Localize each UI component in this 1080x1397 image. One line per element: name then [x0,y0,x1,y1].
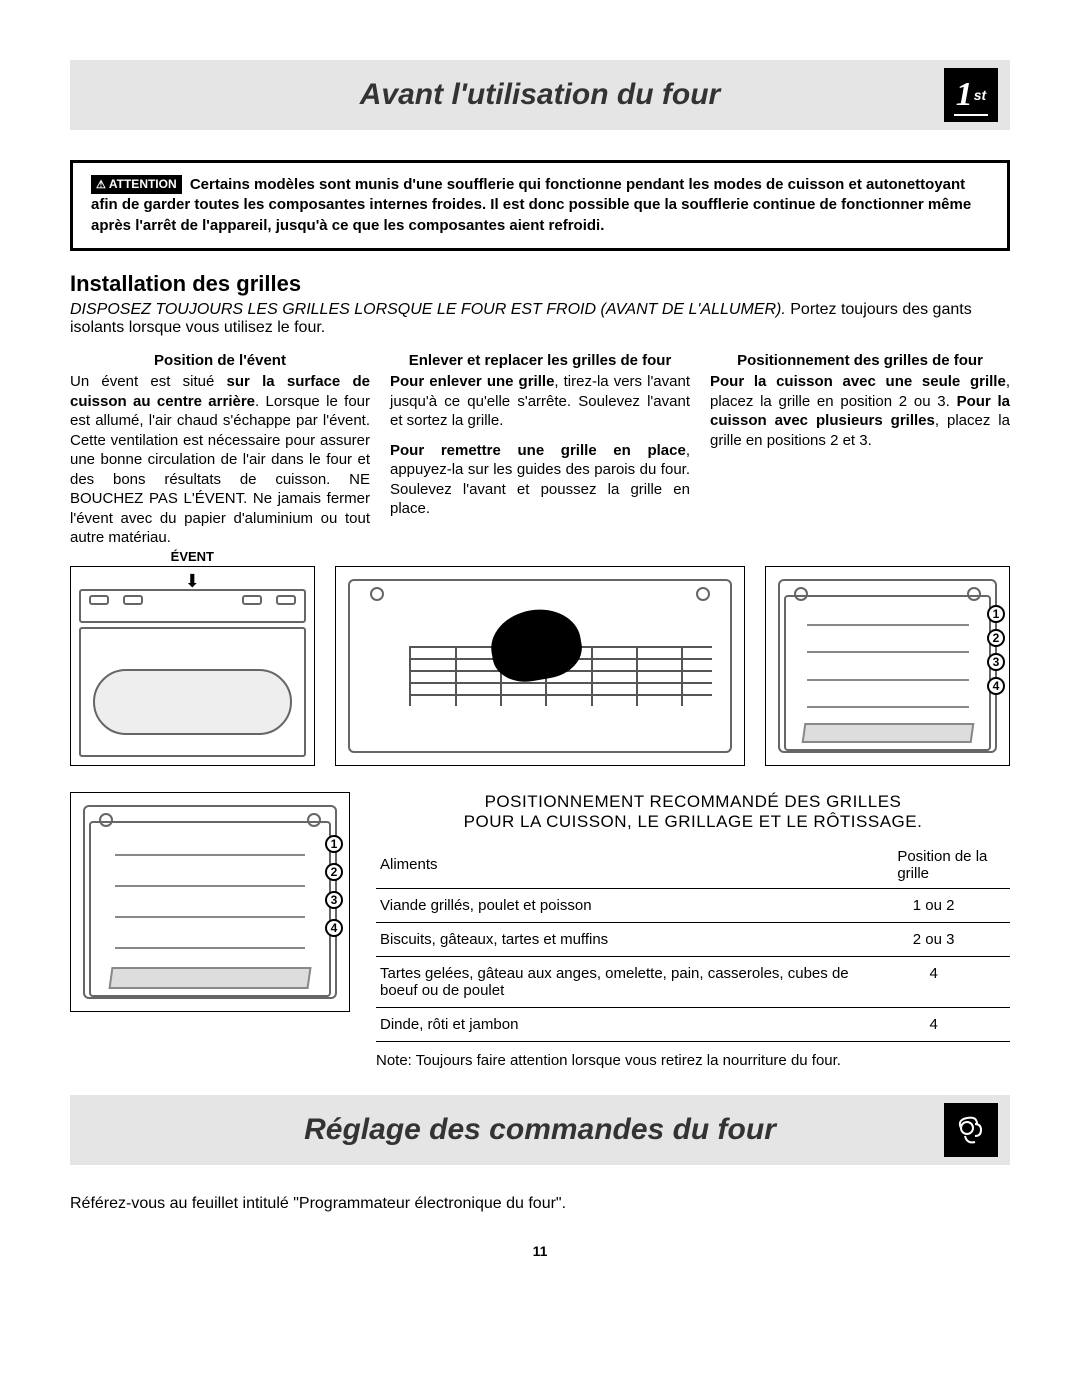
table-row: Viande grillés, poulet et poisson 1 ou 2 [376,888,1010,922]
rack-num-1: 1 [987,605,1005,623]
rack-num-4: 4 [325,919,343,937]
section1-title: Avant l'utilisation du four [360,78,720,112]
section2-ref-text: Référez-vous au feuillet intitulé "Progr… [70,1195,1010,1213]
figure-remove-rack [335,566,746,766]
stove-window [93,669,292,735]
rack-num-1: 1 [325,835,343,853]
oven-inner [784,595,991,751]
rack-num-3: 3 [987,653,1005,671]
table-title-line2: POUR LA CUISSON, LE GRILLAGE ET LE RÔTIS… [464,812,923,831]
rack-position-table: Aliments Position de la grille Viande gr… [376,842,1010,1042]
intro-italic: DISPOSEZ TOUJOURS LES GRILLES LORSQUE LE… [70,301,786,318]
col3-p1: Pour la cuisson avec une seule grille, p… [710,372,1010,450]
installation-heading: Installation des grilles [70,271,1010,297]
rack-guide [115,947,305,949]
attention-text: Certains modèles sont munis d'une souffl… [91,176,971,234]
page-number: 11 [70,1243,1010,1259]
cell-food: Viande grillés, poulet et poisson [376,888,857,922]
burner-icon [89,595,109,605]
attention-badge: ATTENTION [91,175,182,194]
figure-rack-positions-1: 1 2 3 4 [765,566,1010,766]
col2-heading: Enlever et replacer les grilles de four [390,351,690,371]
burner-icon [276,595,296,605]
rack-guide [115,854,305,856]
section2-title: Réglage des commandes du four [304,1113,776,1147]
rack-guide [115,916,305,918]
icon-st: st [974,87,986,103]
rack-guide [807,651,969,653]
oven-inner [89,821,331,997]
section1-title-band: Avant l'utilisation du four 1st [70,60,1010,130]
first-icon: 1st [944,68,998,122]
col1-heading: Position de l'évent [70,351,370,371]
figure-stove-vent: ÉVENT ⬇ [70,566,315,766]
rack-guide [807,624,969,626]
cell-food: Dinde, rôti et jambon [376,1007,857,1041]
col3-heading: Positionnement des grilles de four [710,351,1010,371]
th-position: Position de la grille [857,842,1010,889]
col2-p2: Pour remettre une grille en place, appuy… [390,441,690,519]
table-title-line1: POSITIONNEMENT RECOMMANDÉ DES GRILLES [485,792,902,811]
cell-pos: 2 ou 3 [857,922,1010,956]
col2-p1: Pour enlever une grille, tirez-la vers l… [390,372,690,431]
three-column-text: Position de l'évent Un évent est situé s… [70,351,1010,558]
col-remove-replace: Enlever et replacer les grilles de four … [390,351,690,558]
figure-row-1: ÉVENT ⬇ [70,566,1010,766]
col2-p2a: Pour remettre une grille en place [390,442,686,459]
table-title: POSITIONNEMENT RECOMMANDÉ DES GRILLES PO… [376,792,1010,832]
col3-p1a: Pour la cuisson avec une seule grille [710,373,1006,390]
hinge-icon [370,587,384,601]
oven-floor [108,967,311,989]
col2-p1a: Pour enlever une grille [390,373,554,390]
table-note: Note: Toujours faire attention lorsque v… [376,1052,1010,1069]
oven-floor [801,723,974,743]
cell-pos: 4 [857,1007,1010,1041]
burner-icon [123,595,143,605]
rack-guide [807,706,969,708]
icon-underline [954,114,988,116]
rack-num-3: 3 [325,891,343,909]
intro-line: DISPOSEZ TOUJOURS LES GRILLES LORSQUE LE… [70,301,1010,337]
section2-title-band: Réglage des commandes du four [70,1095,1010,1165]
rack-guide [115,885,305,887]
col1-p1c: . Lorsque le four est allumé, l'air chau… [70,393,370,547]
hinge-icon [696,587,710,601]
table-row: Dinde, rôti et jambon 4 [376,1007,1010,1041]
th-food: Aliments [376,842,857,889]
rack-num-2: 2 [325,863,343,881]
table-row: Tartes gelées, gâteau aux anges, omelett… [376,956,1010,1007]
chef-icon [944,1103,998,1157]
row-figure-table: 1 2 3 4 POSITIONNEMENT RECOMMANDÉ DES GR… [70,792,1010,1069]
cell-food: Biscuits, gâteaux, tartes et muffins [376,922,857,956]
col-positioning: Positionnement des grilles de four Pour … [710,351,1010,558]
rack-guide [807,679,969,681]
icon-one-digit: 1 [956,76,973,114]
stove-top-outline [79,589,306,623]
attention-box: ATTENTION Certains modèles sont munis d'… [70,160,1010,251]
col1-p1a: Un évent est situé [70,373,227,390]
stove-body [79,627,306,757]
rack-num-2: 2 [987,629,1005,647]
cell-pos: 1 ou 2 [857,888,1010,922]
rack-num-4: 4 [987,677,1005,695]
burner-icon [242,595,262,605]
cell-pos: 4 [857,956,1010,1007]
rack-position-table-wrap: POSITIONNEMENT RECOMMANDÉ DES GRILLES PO… [376,792,1010,1069]
col1-p1: Un évent est situé sur la surface de cui… [70,372,370,548]
cell-food: Tartes gelées, gâteau aux anges, omelett… [376,956,857,1007]
table-row: Biscuits, gâteaux, tartes et muffins 2 o… [376,922,1010,956]
vent-label: ÉVENT [71,549,314,564]
col-vent: Position de l'évent Un évent est situé s… [70,351,370,558]
figure-rack-positions-2: 1 2 3 4 [70,792,350,1012]
